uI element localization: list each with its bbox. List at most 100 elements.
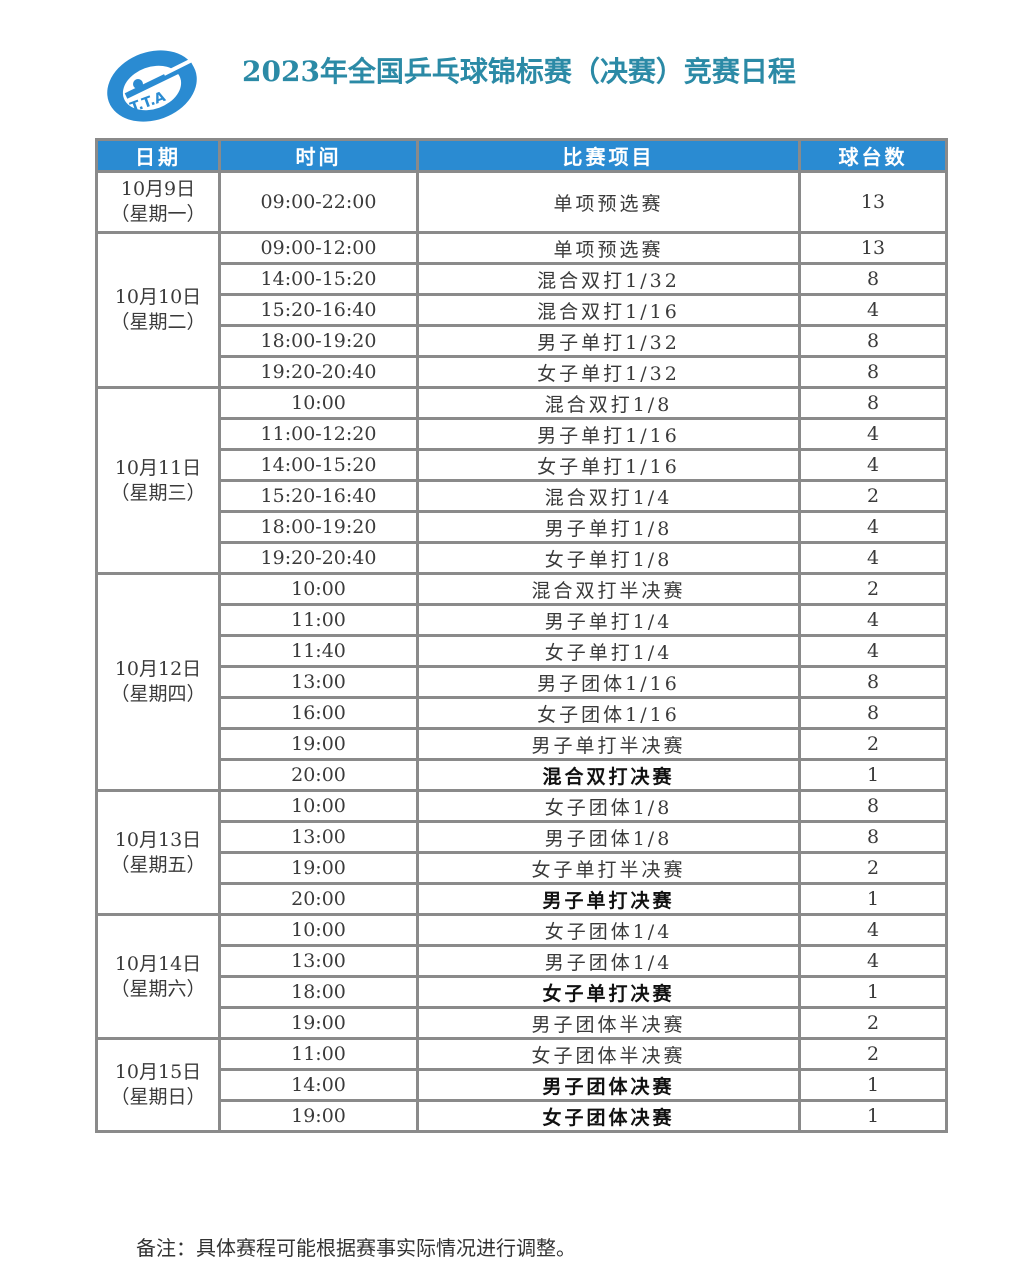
table-row: 13:00 男子团体1/4 4 xyxy=(97,944,948,978)
table-row: 16:00 女子团体1/16 8 xyxy=(97,696,948,730)
table-row: 20:00 混合双打决赛 1 xyxy=(97,758,948,792)
date-cell: 10月9日 （星期一） xyxy=(95,170,221,234)
event-cell: 男子单打半决赛 xyxy=(416,727,801,761)
event-cell: 女子单打1/8 xyxy=(416,541,801,575)
table-count-cell: 8 xyxy=(798,696,948,730)
table-row: 20:00 男子单打决赛 1 xyxy=(97,882,948,916)
table-count-cell: 8 xyxy=(798,324,948,358)
time-cell: 09:00-12:00 xyxy=(218,231,419,265)
table-row: 19:20-20:40 女子单打1/32 8 xyxy=(97,355,948,389)
time-cell: 18:00-19:20 xyxy=(218,324,419,358)
table-row: 10月10日 （星期二） 09:00-12:00 单项预选赛 13 xyxy=(95,231,948,389)
weekday-label: （星期一） xyxy=(110,203,206,225)
date-label: 10月10日 xyxy=(114,286,202,308)
weekday-label: （星期二） xyxy=(110,311,206,333)
table-count-cell: 13 xyxy=(798,231,948,265)
table-count-cell: 8 xyxy=(798,262,948,296)
table-row: 19:00 男子单打半决赛 2 xyxy=(97,727,948,761)
date-label: 10月14日 xyxy=(114,952,202,975)
table-count-cell: 13 xyxy=(798,170,948,234)
event-cell: 混合双打1/16 xyxy=(416,293,801,327)
date-label: 10月9日 xyxy=(120,178,196,200)
time-cell: 15:20-16:40 xyxy=(218,293,419,327)
event-cell: 女子团体1/16 xyxy=(416,696,801,730)
column-header-date: 日期 xyxy=(95,138,221,173)
table-count-cell: 2 xyxy=(798,851,948,885)
table-row: 13:00 男子团体1/8 8 xyxy=(97,820,948,854)
date-cell: 10月12日 （星期四） xyxy=(95,572,221,792)
event-cell: 男子单打1/32 xyxy=(416,324,801,358)
event-cell: 男子单打1/4 xyxy=(416,603,801,637)
page-title: 2023年全国乒乓球锦标赛（决赛）竞赛日程 xyxy=(242,55,796,88)
table-count-cell: 2 xyxy=(798,1037,948,1071)
event-cell: 女子单打决赛 xyxy=(416,975,801,1009)
time-cell: 14:00-15:20 xyxy=(218,448,419,482)
event-cell: 男子团体1/16 xyxy=(416,665,801,699)
table-count-cell: 8 xyxy=(798,355,948,389)
time-cell: 11:00 xyxy=(218,1037,419,1071)
time-cell: 10:00 xyxy=(218,789,419,823)
event-cell: 混合双打1/4 xyxy=(416,479,801,513)
time-cell: 10:00 xyxy=(218,913,419,947)
table-count-cell: 8 xyxy=(798,820,948,854)
time-cell: 19:20-20:40 xyxy=(218,541,419,575)
date-cell: 10月11日 （星期三） xyxy=(95,386,221,575)
time-cell: 11:00 xyxy=(218,603,419,637)
time-cell: 15:20-16:40 xyxy=(218,479,419,513)
table-count-cell: 2 xyxy=(798,479,948,513)
event-cell: 男子团体决赛 xyxy=(416,1068,801,1102)
date-label: 10月15日 xyxy=(114,1061,202,1083)
table-count-cell: 4 xyxy=(798,293,948,327)
time-cell: 19:00 xyxy=(218,727,419,761)
event-cell: 单项预选赛 xyxy=(416,170,801,234)
date-cell: 10月14日 （星期六） xyxy=(95,913,221,1040)
table-count-cell: 4 xyxy=(798,541,948,575)
table-count-cell: 4 xyxy=(798,448,948,482)
event-cell: 混合双打1/32 xyxy=(416,262,801,296)
table-count-cell: 8 xyxy=(798,789,948,823)
event-cell: 男子团体半决赛 xyxy=(416,1006,801,1040)
table-row: 10月11日 （星期三） 10:00 混合双打1/8 8 xyxy=(95,386,948,575)
table-count-cell: 1 xyxy=(798,1068,948,1102)
time-cell: 16:00 xyxy=(218,696,419,730)
event-cell: 女子单打1/32 xyxy=(416,355,801,389)
event-cell: 男子单打1/8 xyxy=(416,510,801,544)
table-row: 19:00 女子单打半决赛 2 xyxy=(97,851,948,885)
table-row: 15:20-16:40 混合双打1/16 4 xyxy=(97,293,948,327)
table-row: 19:00 女子团体决赛 1 xyxy=(97,1099,948,1133)
date-label: 10月13日 xyxy=(114,828,202,851)
table-row: 14:00-15:20 混合双打1/32 8 xyxy=(97,262,948,296)
time-cell: 20:00 xyxy=(218,882,419,916)
table-count-cell: 4 xyxy=(798,510,948,544)
event-cell: 男子团体1/8 xyxy=(416,820,801,854)
column-header-time: 时间 xyxy=(218,138,419,173)
table-row: 10月14日 （星期六） 10:00 女子团体1/4 4 xyxy=(95,913,948,1040)
date-cell: 10月13日 （星期五） xyxy=(95,789,221,916)
event-cell: 男子团体1/4 xyxy=(416,944,801,978)
event-cell: 女子单打1/4 xyxy=(416,634,801,668)
table-count-cell: 4 xyxy=(798,913,948,947)
time-cell: 19:00 xyxy=(218,1006,419,1040)
table-row: 18:00 女子单打决赛 1 xyxy=(97,975,948,1009)
event-cell: 女子团体1/4 xyxy=(416,913,801,947)
date-cell: 10月10日 （星期二） xyxy=(95,231,221,389)
event-cell: 女子单打半决赛 xyxy=(416,851,801,885)
date-cell: 10月15日 （星期日） xyxy=(95,1037,221,1133)
table-row: 13:00 男子团体1/16 8 xyxy=(97,665,948,699)
time-cell: 10:00 xyxy=(218,572,419,606)
table-count-cell: 4 xyxy=(798,603,948,637)
event-cell: 混合双打1/8 xyxy=(416,386,801,420)
time-cell: 09:00-22:00 xyxy=(218,170,419,234)
footer-note: 备注：具体赛程可能根据赛事实际情况进行调整。 xyxy=(136,1236,576,1260)
time-cell: 20:00 xyxy=(218,758,419,792)
event-cell: 女子团体半决赛 xyxy=(416,1037,801,1071)
column-header-tables: 球台数 xyxy=(798,138,948,173)
table-row: 10月13日 （星期五） 10:00 女子团体1/8 8 xyxy=(95,789,948,916)
event-cell: 女子单打1/16 xyxy=(416,448,801,482)
weekday-label: （星期五） xyxy=(110,853,206,876)
time-cell: 13:00 xyxy=(218,944,419,978)
weekday-label: （星期三） xyxy=(110,481,206,504)
table-row: 19:00 男子团体半决赛 2 xyxy=(97,1006,948,1040)
time-cell: 14:00-15:20 xyxy=(218,262,419,296)
event-cell: 女子团体决赛 xyxy=(416,1099,801,1133)
